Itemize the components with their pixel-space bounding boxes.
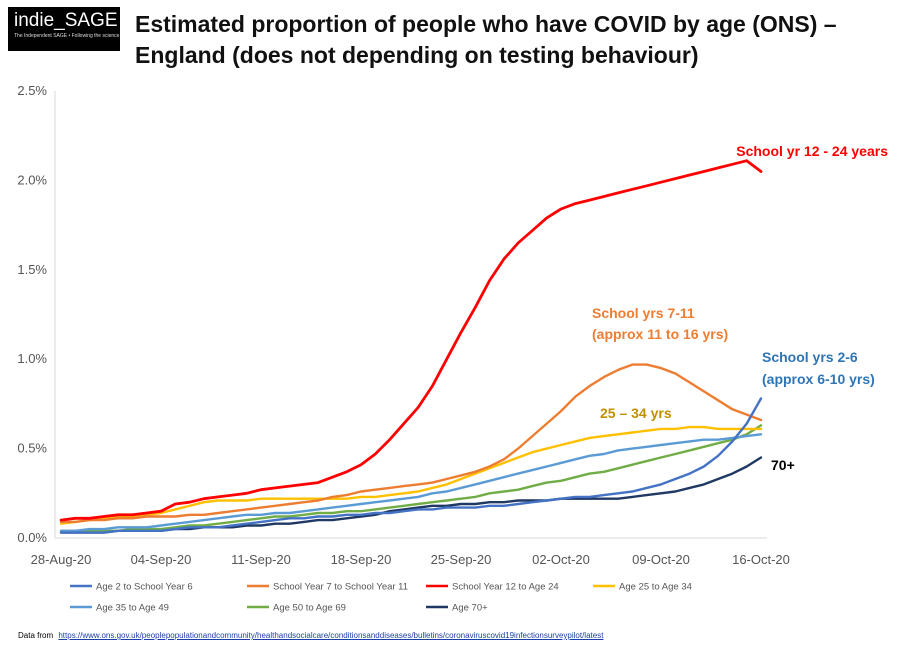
annotation-label: 25 – 34 yrs: [600, 405, 672, 421]
series-line-school-year-12-to-age-24: [59, 159, 763, 522]
annotation-label: 70+: [771, 457, 795, 473]
legend-entry: Age 35 to Age 49: [96, 603, 169, 614]
annotation-label: School yrs 7-11: [592, 305, 695, 321]
indie-sage-logo: indie_SAGE The Independent SAGE • Follow…: [8, 7, 120, 51]
x-tick-label: 11-Sep-20: [231, 552, 291, 567]
annotation-label: (approx 6-10 yrs): [762, 371, 875, 387]
chart-title: Estimated proportion of people who have …: [135, 11, 837, 68]
logo-text: indie_SAGE: [14, 10, 118, 31]
y-tick-label: 1.0%: [17, 351, 47, 366]
source-prefix: Data from: [18, 631, 54, 640]
x-tick-label: 02-Oct-20: [532, 552, 590, 567]
x-tick-label: 18-Sep-20: [331, 552, 392, 567]
annotation-label: (approx 11 to 16 yrs): [592, 326, 728, 342]
x-tick-label: 25-Sep-20: [431, 552, 492, 567]
logo-tagline: The Independent SAGE • Following the sci…: [14, 33, 120, 39]
y-tick-label: 2.5%: [17, 83, 47, 98]
x-tick-label: 16-Oct-20: [732, 552, 790, 567]
y-tick-label: 1.5%: [17, 262, 47, 277]
series-line-age-50-to-age-69: [59, 424, 763, 532]
legend-entry: School Year 7 to School Year 11: [273, 582, 408, 593]
annotation-label: School yr 12 - 24 years: [736, 143, 888, 159]
y-tick-label: 2.0%: [17, 172, 47, 187]
series-line-age-25-to-age-34: [59, 425, 763, 525]
y-tick-label: 0.5%: [17, 441, 47, 456]
x-tick-label: 09-Oct-20: [632, 552, 690, 567]
x-tick-label: 28-Aug-20: [31, 552, 92, 567]
legend-entry: Age 2 to School Year 6: [96, 582, 193, 593]
data-source: Data from https://www.ons.gov.uk/peoplep…: [18, 631, 603, 640]
x-tick-label: 04-Sep-20: [131, 552, 192, 567]
legend-entry: Age 70+: [452, 603, 488, 614]
legend-entry: School Year 12 to Age 24: [452, 582, 559, 593]
series-line-age-70-: [59, 456, 763, 534]
y-tick-label: 0.0%: [17, 530, 47, 545]
legend-entry: Age 50 to Age 69: [273, 603, 346, 614]
source-link[interactable]: https://www.ons.gov.uk/peoplepopulationa…: [58, 631, 604, 640]
series-line-age-35-to-age-49: [59, 433, 763, 532]
legend-entry: Age 25 to Age 34: [619, 582, 692, 593]
series-line-school-year-7-to-school-year-11: [59, 363, 763, 524]
annotation-label: School yrs 2-6: [762, 349, 858, 365]
series-line-age-2-to-school-year-6: [59, 397, 763, 534]
